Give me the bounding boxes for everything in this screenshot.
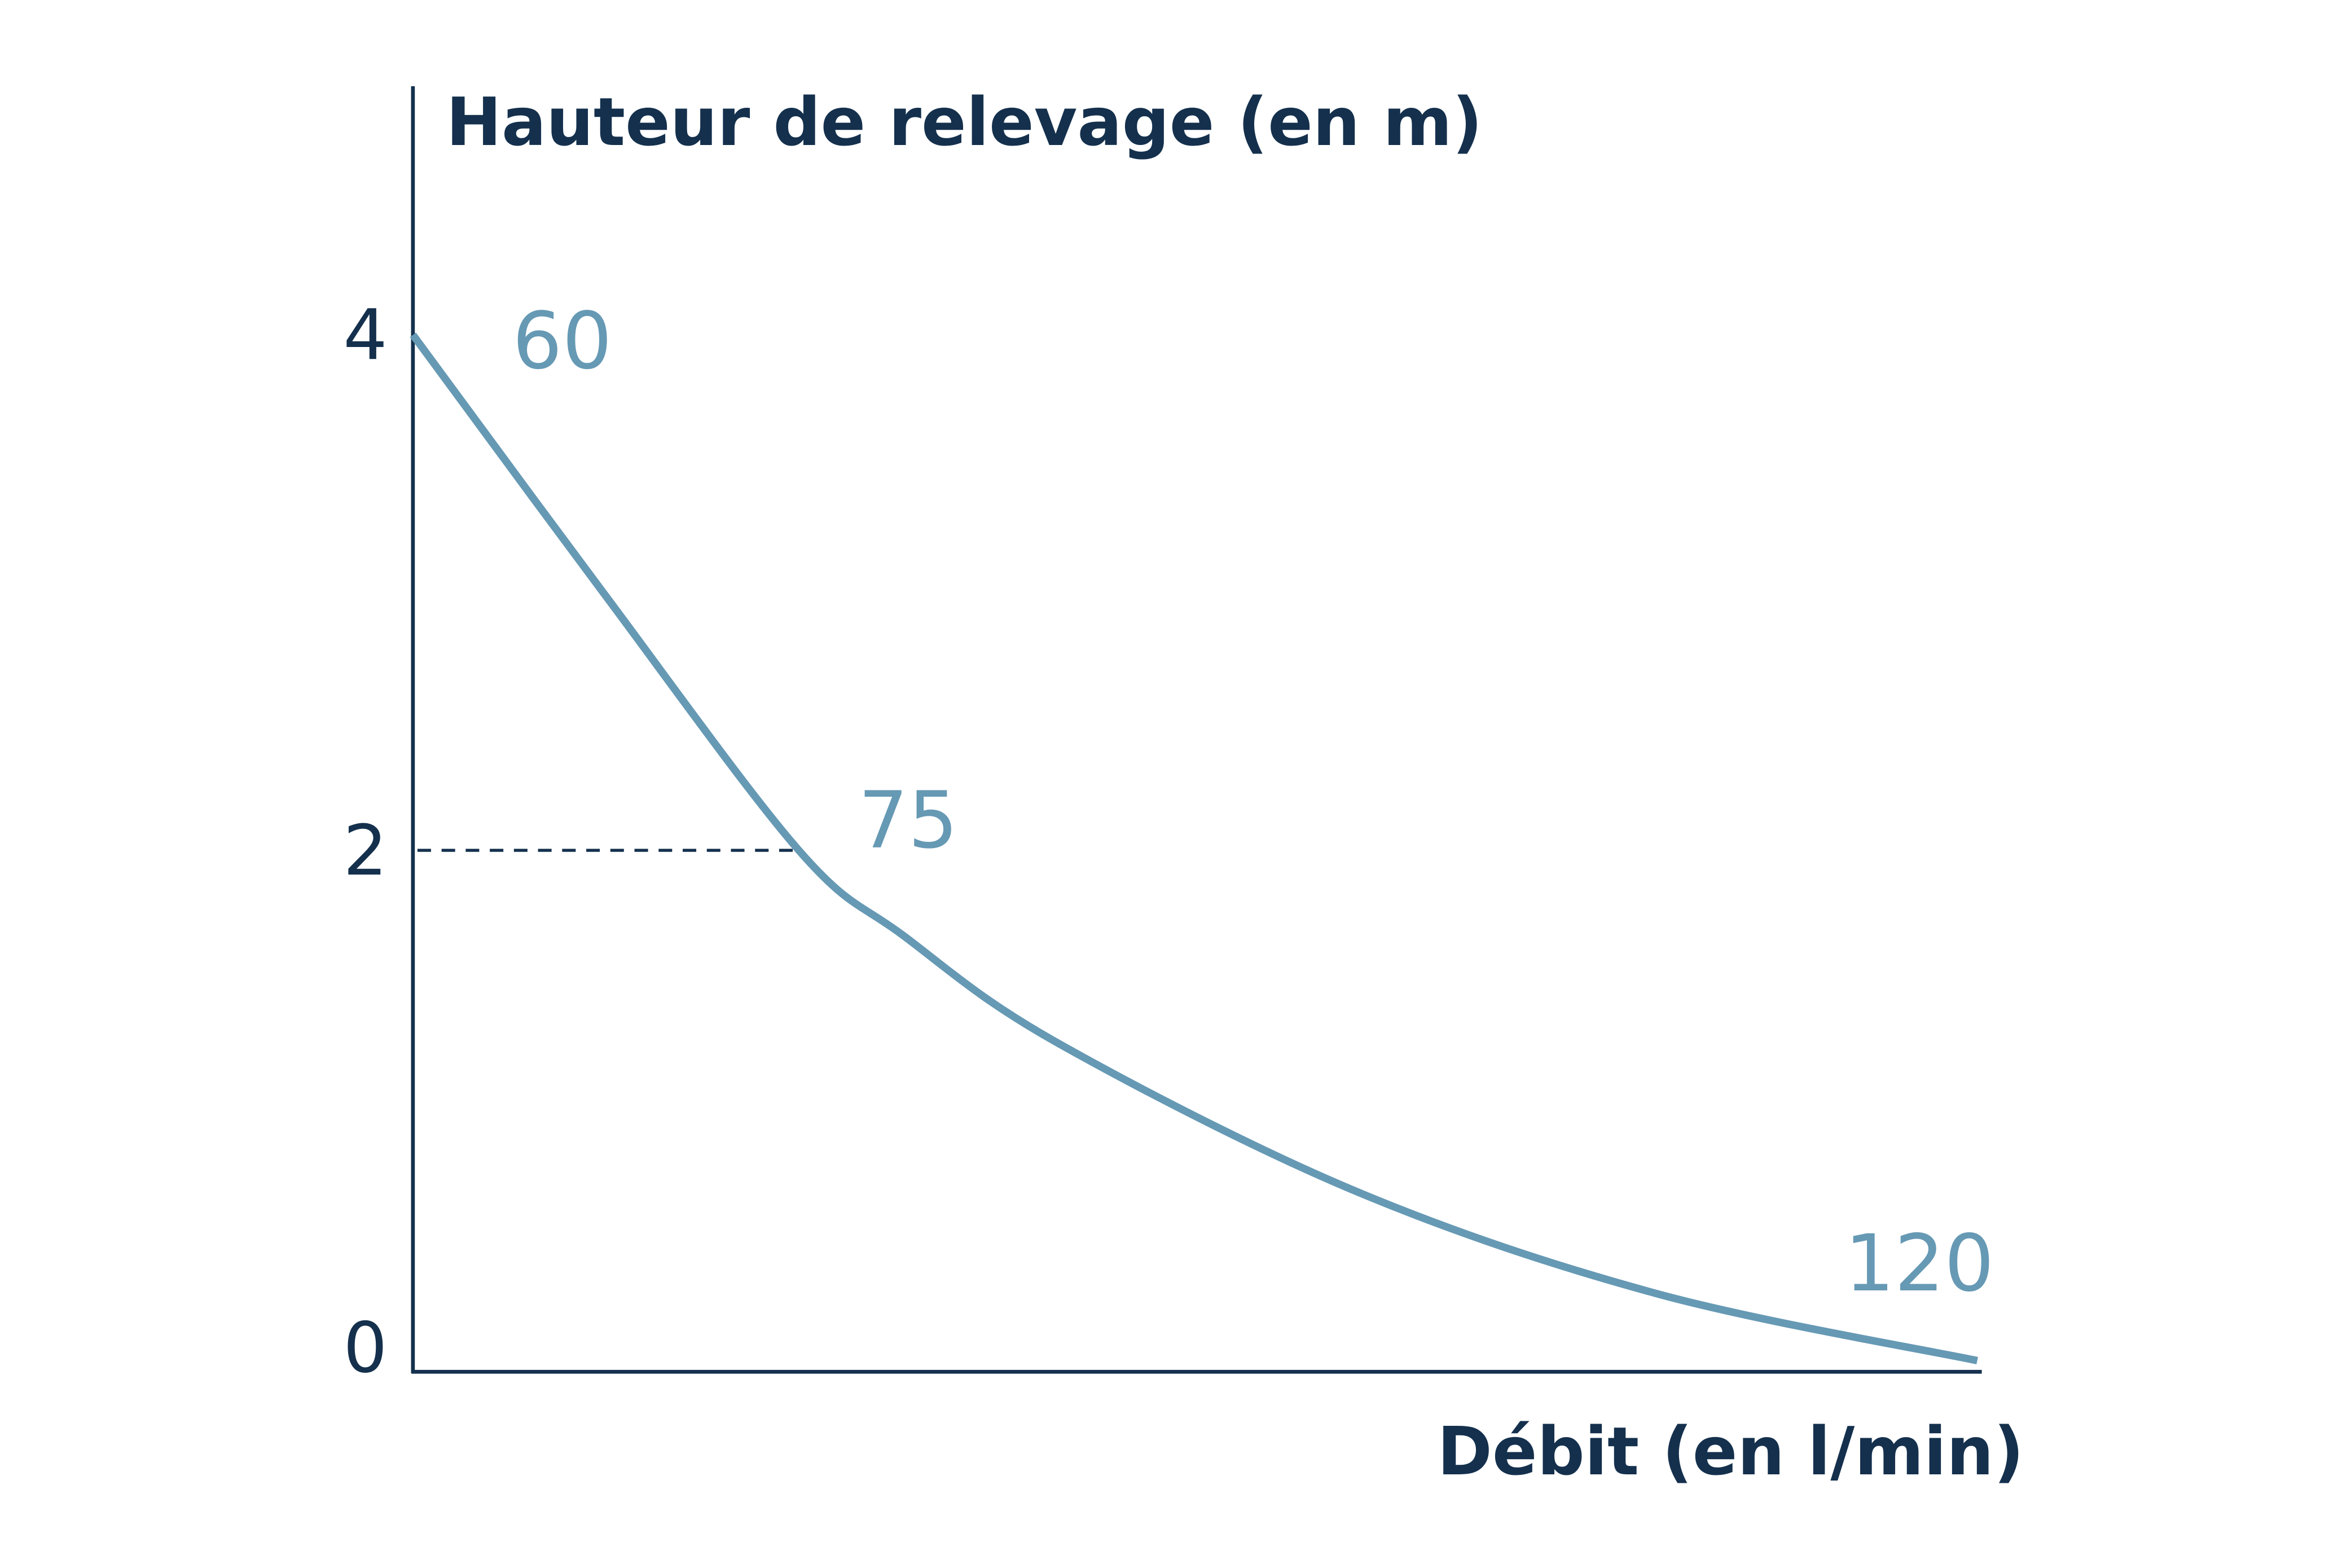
y-tick-label: 4 — [343, 295, 387, 375]
point-label: 60 — [512, 295, 612, 386]
y-tick-label: 2 — [343, 810, 387, 891]
point-label: 120 — [1844, 1218, 1994, 1309]
y-axis-label: Hauteur de relevage (en m) — [446, 84, 1483, 161]
point-label: 75 — [858, 775, 958, 866]
curve-line — [410, 332, 1978, 1364]
y-tick-label: 0 — [343, 1307, 387, 1388]
x-axis-label: Débit (en l/min) — [1437, 1413, 2024, 1490]
